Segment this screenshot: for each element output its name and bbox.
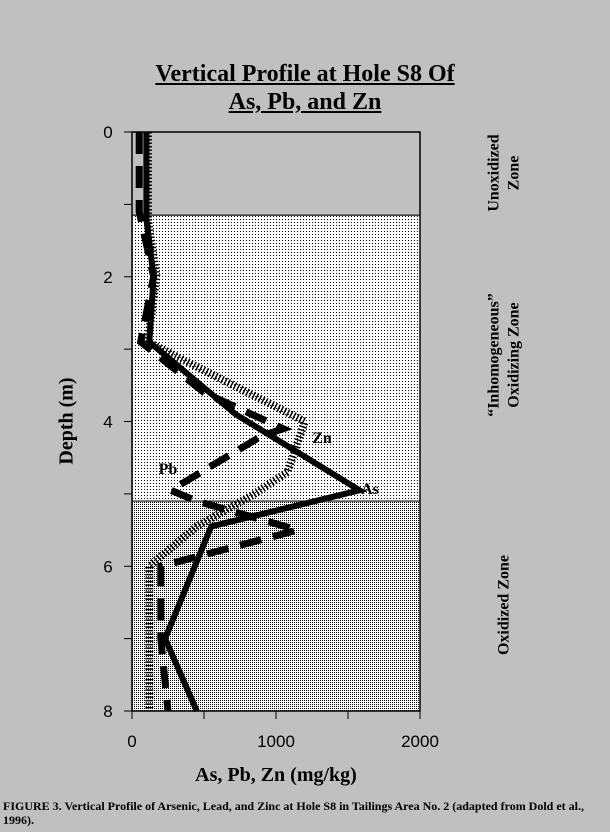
- y-axis-label: Depth (m): [56, 377, 78, 464]
- zone-label: Zone: [506, 156, 523, 191]
- zone-band: [131, 214, 421, 502]
- x-tick-label: 2000: [401, 732, 439, 751]
- chart-title-line1: Vertical Profile at Hole S8 Of: [155, 61, 455, 87]
- y-tick-label: 2: [103, 268, 112, 287]
- x-axis-label: As, Pb, Zn (mg/kg): [195, 764, 357, 786]
- zone-label: Oxidized Zone: [496, 555, 513, 655]
- y-tick-label: 4: [103, 413, 112, 432]
- zone-label: “Inhomogeneous”: [486, 293, 503, 417]
- series-line-zn: [143, 132, 310, 711]
- zone-label: Oxidizing Zone: [506, 302, 523, 407]
- series-label-zn: Zn: [312, 430, 332, 447]
- series-label-pb: Pb: [159, 461, 178, 478]
- zone-label: Unoxidized: [486, 134, 503, 211]
- y-tick-label: 6: [103, 557, 112, 576]
- x-tick-label: 1000: [257, 732, 295, 751]
- x-tick-label: 0: [127, 732, 136, 751]
- series-label-as: As: [361, 481, 379, 498]
- y-tick-label: 8: [103, 702, 112, 721]
- y-tick-label: 0: [103, 123, 112, 142]
- figure-caption: FIGURE 3. Vertical Profile of Arsenic, L…: [3, 799, 585, 827]
- zone-band: [131, 131, 421, 216]
- chart-title-line2: As, Pb, and Zn: [228, 89, 382, 115]
